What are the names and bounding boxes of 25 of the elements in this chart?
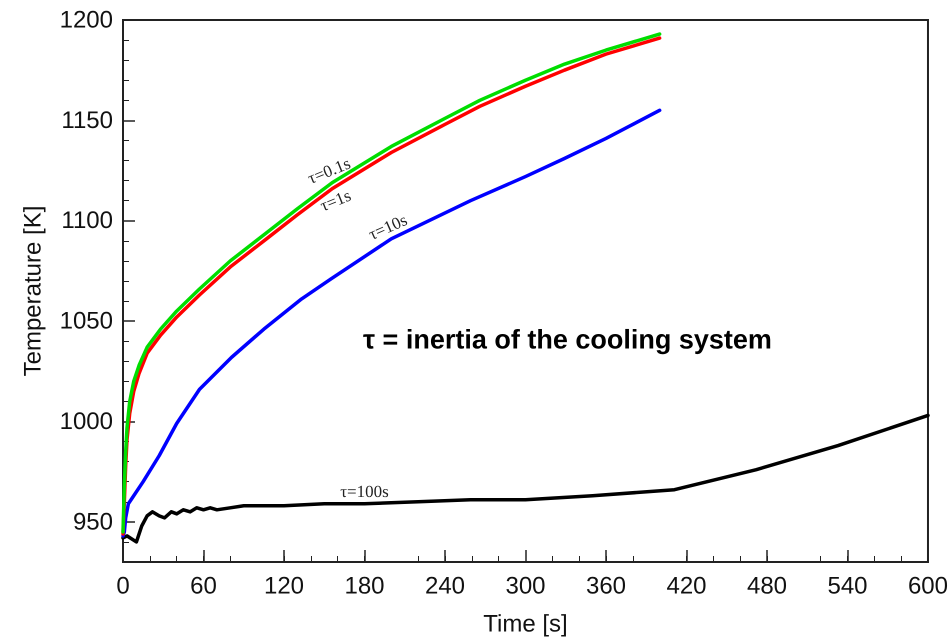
x-tick-label: 360 bbox=[586, 572, 626, 600]
text: τ=1s bbox=[317, 186, 354, 216]
x-tick-label: 60 bbox=[190, 572, 217, 600]
x-tick-label: 300 bbox=[505, 572, 546, 600]
y-tick-label: 1000 bbox=[60, 408, 113, 435]
x-tick-label: 600 bbox=[908, 572, 948, 600]
x-tick-label: 120 bbox=[264, 572, 304, 600]
x-axis-title: Time [s] bbox=[483, 610, 568, 638]
y-tick-label: 1050 bbox=[60, 308, 113, 335]
x-tick-label: 180 bbox=[344, 572, 385, 600]
x-tick-label: 240 bbox=[424, 572, 466, 600]
annotation: τ = inertia of the cooling system bbox=[363, 324, 772, 354]
text: τ=0.1s bbox=[305, 154, 354, 188]
x-tick-label: 540 bbox=[827, 572, 868, 600]
y-tick-label: 1200 bbox=[60, 6, 113, 34]
x-tick-label: 480 bbox=[746, 572, 788, 600]
line-series bbox=[121, 414, 930, 544]
y-axis-title: Temperature [K] bbox=[20, 206, 46, 376]
x-tick-label: 420 bbox=[666, 572, 707, 600]
y-tick-label: 1100 bbox=[61, 207, 113, 234]
x-tick-label: 0 bbox=[116, 572, 130, 600]
text: τ=10s bbox=[366, 210, 410, 244]
y-tick-label: 950 bbox=[72, 508, 113, 536]
series-label: τ=100s bbox=[340, 482, 389, 501]
y-tick-label: 1150 bbox=[61, 106, 113, 134]
